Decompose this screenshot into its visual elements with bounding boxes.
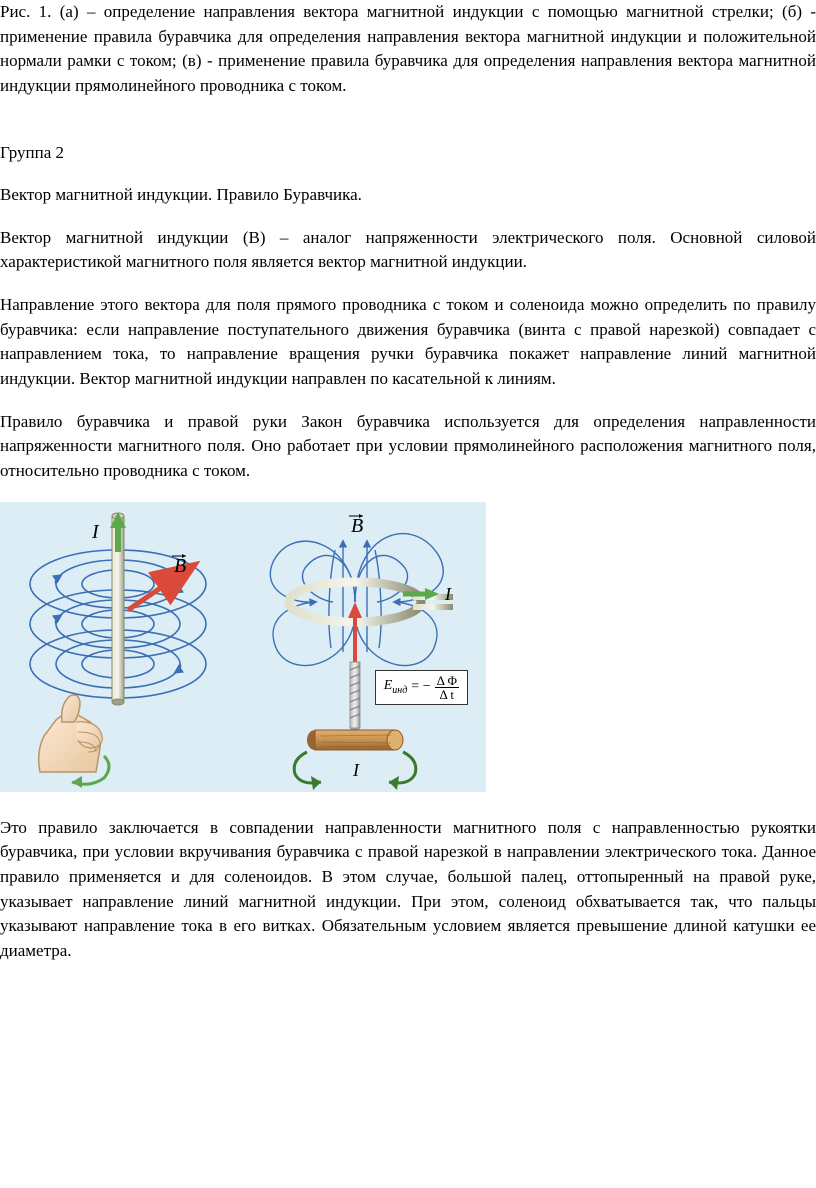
formula-den: Δ t xyxy=(438,688,457,701)
formula-num: Δ Φ xyxy=(435,674,459,688)
left-diagram-svg: I B xyxy=(0,502,243,792)
section-title: Вектор магнитной индукции. Правило Бурав… xyxy=(0,183,816,208)
formula-lhs: E xyxy=(384,678,393,693)
svg-text:B: B xyxy=(351,515,363,537)
right-hand-icon xyxy=(39,694,109,787)
figure-left-panel: I B xyxy=(0,502,243,792)
formula-fraction: Δ Φ Δ t xyxy=(435,674,459,701)
svg-text:B: B xyxy=(174,555,186,577)
formula-eq: = − xyxy=(411,677,430,697)
group-title: Группа 2 xyxy=(0,141,816,166)
paragraph-2: Направление этого вектора для поля прямо… xyxy=(0,293,816,392)
paragraph-1: Вектор магнитной индукции (В) – аналог н… xyxy=(0,226,816,275)
right-diagram-svg: B I xyxy=(243,502,486,792)
figure-right-panel: B I xyxy=(243,502,486,792)
paragraph-3: Правило буравчика и правой руки Закон бу… xyxy=(0,410,816,484)
vector-B-arrow-left: B xyxy=(128,554,186,610)
paragraph-4: Это правило заключается в совпадении нап… xyxy=(0,816,816,964)
svg-text:I: I xyxy=(91,521,100,543)
physics-figure: I B xyxy=(0,502,486,792)
document-content: Рис. 1. (а) – определение направления ве… xyxy=(0,0,816,963)
formula-lhs-sub: инд xyxy=(392,685,407,696)
current-arrow-I-left: I xyxy=(91,512,126,552)
center-red-arrow xyxy=(348,602,362,672)
vector-B-label-right: B xyxy=(349,514,363,537)
figure-caption: Рис. 1. (а) – определение направления ве… xyxy=(0,0,816,99)
I-label-bottom: I xyxy=(352,760,360,780)
svg-text:I: I xyxy=(444,584,452,604)
formula-box: Eинд = − Δ Φ Δ t xyxy=(375,670,468,705)
